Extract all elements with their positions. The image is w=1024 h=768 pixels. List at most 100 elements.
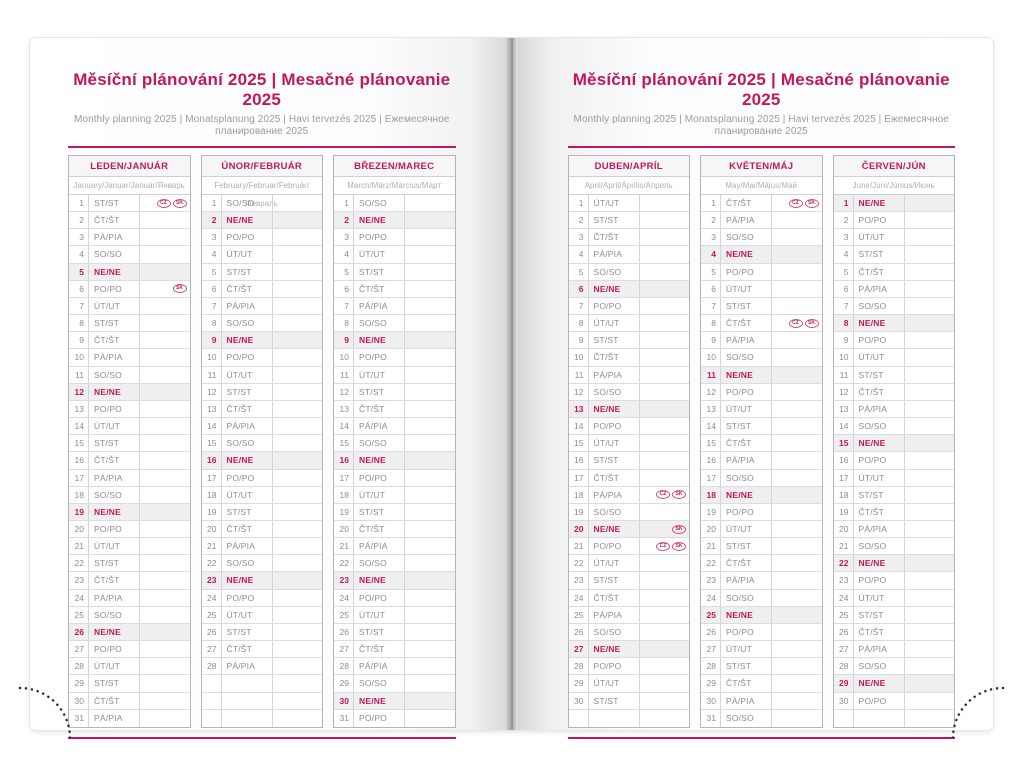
day-notes: SK (640, 521, 690, 537)
day-notes (273, 521, 323, 537)
day-number: 7 (569, 297, 589, 315)
holiday-badge-sk-icon: SK (672, 524, 686, 534)
day-number: 20 (202, 520, 222, 538)
day-notes (405, 452, 455, 468)
day-weekday: ÚT/UT (89, 538, 140, 555)
day-weekday: ST/ST (589, 572, 640, 589)
day-notes (273, 246, 323, 262)
day-notes (772, 418, 822, 434)
day-row: 29 ČT/ŠT (701, 675, 822, 693)
day-weekday: NE/NE (222, 572, 273, 589)
day-notes (772, 521, 822, 537)
day-row: 26 ST/ST (201, 623, 322, 642)
day-row: 23 NE/NE (201, 572, 322, 590)
empty-row (202, 709, 323, 727)
day-number: 13 (334, 400, 354, 418)
day-row: 7 SO/SO (833, 297, 954, 316)
day-notes (640, 367, 690, 383)
day-number: 17 (701, 469, 721, 486)
day-number: 2 (334, 212, 354, 229)
day-notes (273, 607, 323, 623)
day-weekday: SO/SO (721, 589, 772, 606)
day-number: 24 (701, 589, 721, 606)
day-notes (273, 264, 323, 280)
day-notes (140, 349, 190, 365)
day-number: 4 (69, 246, 89, 263)
day-row: 4 SO/SO (69, 246, 190, 264)
day-weekday: ÚT/UT (721, 520, 772, 538)
day-notes (772, 332, 822, 348)
day-row: 19 ST/ST (334, 503, 455, 521)
day-weekday: PÁ/PIA (589, 246, 640, 263)
day-notes (405, 264, 455, 280)
day-row: 24 ÚT/UT (833, 589, 954, 607)
day-weekday: ST/ST (222, 503, 273, 520)
day-weekday: SO/SO (354, 315, 405, 332)
day-row: 31 SO/SO (701, 709, 822, 727)
day-notes (140, 487, 190, 503)
day-weekday: PÁ/PIA (589, 486, 640, 503)
day-number: 7 (834, 297, 854, 315)
day-number: 20 (569, 520, 589, 538)
day-row: 25 ST/ST (833, 606, 954, 624)
day-row: 19 ST/ST (201, 503, 322, 521)
day-notes (140, 367, 190, 383)
day-row: 6 NE/NE (568, 280, 689, 298)
day-weekday: PÁ/PIA (721, 332, 772, 349)
day-notes (905, 332, 955, 348)
day-weekday: PO/PO (222, 469, 273, 486)
day-number: 14 (569, 418, 589, 435)
day-row: 11 SO/SO (69, 366, 190, 384)
day-number: 16 (334, 452, 354, 469)
day-notes: SK (140, 281, 190, 297)
day-weekday: SO/SO (354, 555, 405, 572)
day-notes (405, 555, 455, 571)
day-row: 27 NE/NE (568, 641, 689, 659)
day-number: 28 (202, 658, 222, 675)
day-weekday: NE/NE (354, 212, 405, 229)
day-weekday: SO/SO (89, 366, 140, 383)
day-notes (772, 572, 822, 588)
day-weekday: PÁ/PIA (854, 641, 905, 658)
day-number: 29 (701, 675, 721, 692)
day-row: 6 ÚT/UT (701, 280, 822, 298)
day-notes (140, 384, 190, 400)
day-row: 7 ST/ST (701, 297, 822, 316)
day-number: 7 (334, 297, 354, 315)
day-weekday: ÚT/UT (854, 589, 905, 606)
day-row: 18 ÚT/UT (334, 486, 455, 504)
day-number: 19 (202, 503, 222, 520)
day-number: 23 (569, 572, 589, 589)
day-number: 31 (701, 709, 721, 727)
day-row: 19 PO/PO (701, 503, 822, 521)
day-row: 5 SO/SO (568, 263, 689, 281)
day-weekday: ÚT/UT (854, 349, 905, 366)
day-weekday: ST/ST (589, 692, 640, 709)
day-weekday: PO/PO (89, 641, 140, 658)
month-subheader: January/Januar/Január/Январь (69, 177, 190, 195)
day-notes (140, 624, 190, 640)
day-notes (405, 521, 455, 537)
day-number: 23 (701, 572, 721, 589)
day-weekday: ČT/ŠT (854, 263, 905, 280)
day-weekday: ČT/ŠT (721, 555, 772, 572)
day-notes (273, 367, 323, 383)
day-row: 10 PO/PO (334, 349, 455, 367)
day-notes (273, 658, 323, 674)
day-row: 30 ST/ST (568, 692, 689, 710)
day-row: 11 ÚT/UT (201, 366, 323, 384)
day-notes (140, 641, 190, 657)
day-weekday: SO/SO (589, 383, 640, 400)
day-weekday: PÁ/PIA (222, 297, 273, 315)
day-weekday: ST/ST (354, 383, 405, 400)
day-notes (905, 418, 955, 434)
day-weekday: ČT/ŠT (721, 315, 772, 332)
day-notes (772, 538, 822, 554)
day-notes (772, 624, 822, 640)
day-weekday: ÚT/UT (854, 229, 905, 246)
day-number: 13 (701, 400, 721, 418)
day-row: 7 PÁ/PIA (201, 297, 322, 316)
day-number: 1 (334, 195, 354, 212)
day-row: 10 PÁ/PIA (69, 349, 190, 367)
day-number: 23 (69, 572, 89, 589)
